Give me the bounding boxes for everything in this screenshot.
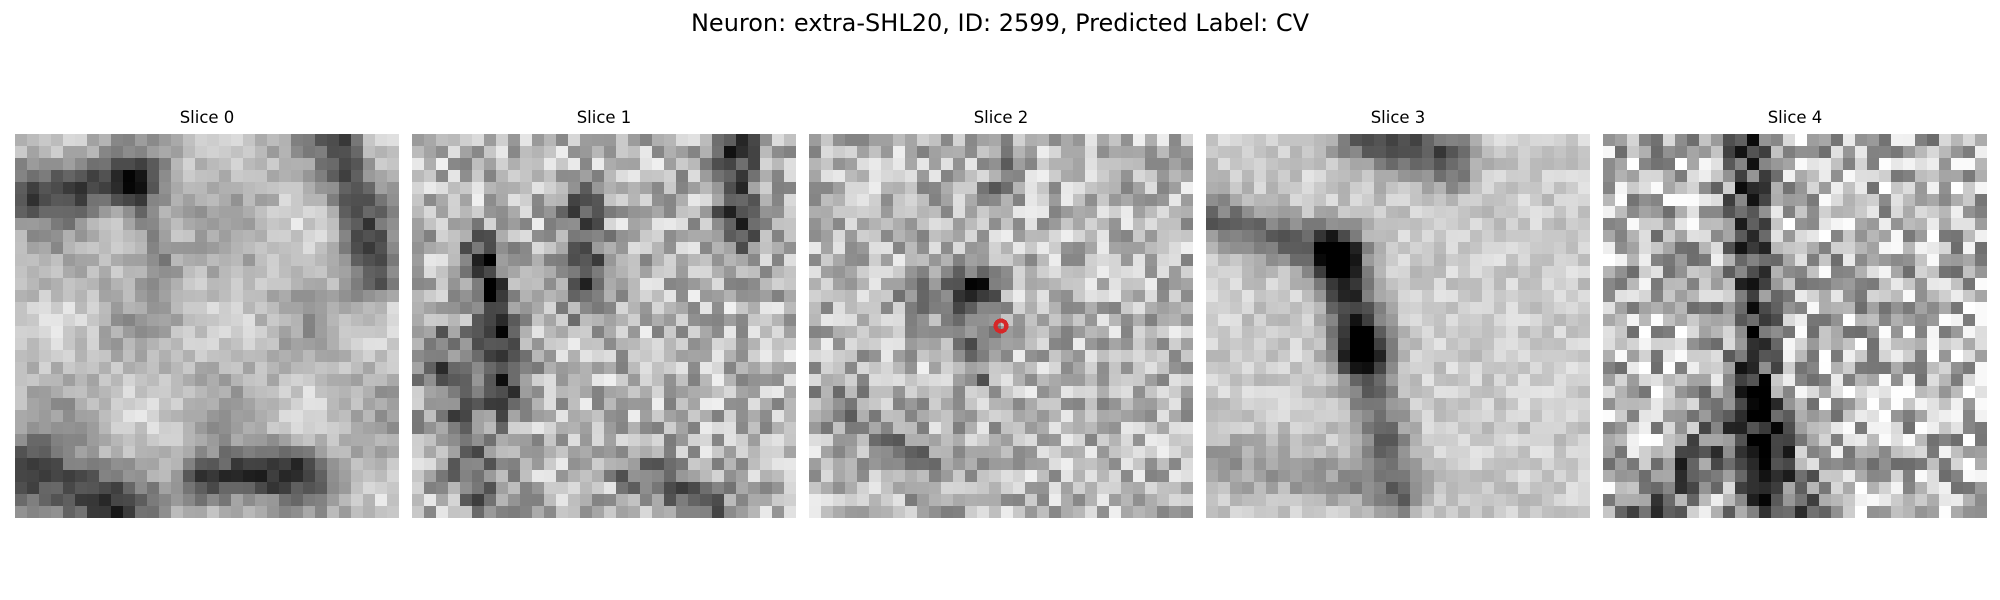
slice-title: Slice 0	[179, 108, 235, 127]
slice-image	[412, 134, 796, 518]
slice-title: Slice 2	[973, 108, 1029, 127]
slice-image	[1603, 134, 1987, 518]
slice-title: Slice 1	[576, 108, 632, 127]
center-marker	[993, 318, 1009, 334]
figure-title: Neuron: extra-SHL20, ID: 2599, Predicted…	[690, 9, 1310, 37]
slice-image	[809, 134, 1193, 518]
slice-image	[15, 134, 399, 518]
slice-title: Slice 4	[1767, 108, 1823, 127]
slice-image	[1206, 134, 1590, 518]
slice-title: Slice 3	[1370, 108, 1426, 127]
